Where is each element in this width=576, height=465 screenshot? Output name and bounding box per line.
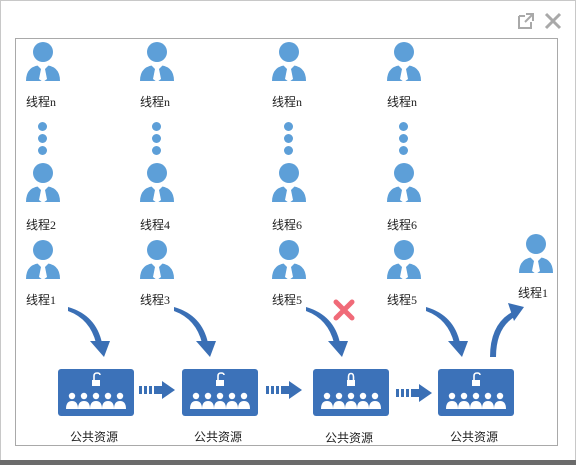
shared-resource-box — [313, 369, 389, 416]
ellipsis-dots — [284, 122, 293, 158]
resource-label: 公共资源 — [325, 431, 374, 445]
resource-icon — [58, 369, 134, 416]
ellipsis-dots — [152, 122, 161, 158]
thread-label: 线程4 — [140, 218, 171, 232]
released-thread-label: 线程1 — [518, 286, 549, 300]
striped-arrow-icon — [396, 382, 434, 404]
ellipsis-dots — [399, 122, 408, 158]
thread-label: 线程3 — [140, 293, 171, 307]
diagram-canvas: 线程n 线程2 线程1 线程n 线程4 线程3 线程n 线程6 线程5 线程n … — [15, 38, 558, 446]
shared-resource-box — [182, 369, 258, 416]
curved-arrow-icon — [490, 303, 524, 357]
resource-icon — [438, 369, 514, 416]
thread-column: 线程n 线程6 线程5 — [262, 39, 362, 319]
thread-label: 线程6 — [387, 218, 418, 232]
thread-column: 线程n 线程4 线程3 — [130, 39, 230, 319]
shared-resource-box — [438, 369, 514, 416]
external-link-icon[interactable] — [516, 11, 536, 31]
thread-label: 线程5 — [387, 293, 418, 307]
thread-label: 线程5 — [272, 293, 303, 307]
thread-label: 线程n — [272, 95, 303, 109]
curved-arrow-icon — [174, 307, 216, 357]
resource-label: 公共资源 — [70, 430, 119, 444]
resource-icon — [182, 369, 258, 416]
resource-label: 公共资源 — [450, 430, 499, 444]
flow-arrows — [68, 299, 524, 357]
striped-arrow-icon — [139, 379, 177, 401]
bottom-shadow — [0, 460, 576, 465]
curved-arrow-icon — [426, 307, 468, 357]
thread-label: 线程n — [140, 95, 171, 109]
ellipsis-dots — [38, 122, 47, 158]
resource-label: 公共资源 — [194, 430, 243, 444]
thread-label: 线程n — [387, 95, 418, 109]
shared-resource-box — [58, 369, 134, 416]
thread-label: 线程6 — [272, 218, 303, 232]
thread-label: 线程n — [26, 95, 57, 109]
curved-arrow-icon — [68, 307, 110, 357]
curved-arrow-icon — [306, 307, 348, 357]
thread-label: 线程2 — [26, 218, 57, 232]
cross-icon — [333, 299, 355, 321]
striped-arrow-icon — [266, 379, 304, 401]
resource-icon — [313, 369, 389, 416]
close-icon[interactable] — [543, 11, 563, 31]
thread-label: 线程1 — [26, 293, 57, 307]
thread-column: 线程n 线程6 线程5 — [377, 39, 477, 319]
thread-column: 线程n 线程2 线程1 — [16, 39, 116, 319]
